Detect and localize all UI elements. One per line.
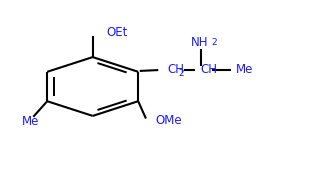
Text: CH: CH	[167, 63, 184, 76]
Text: 2: 2	[211, 38, 217, 47]
Text: Me: Me	[22, 115, 39, 128]
Text: 2: 2	[178, 69, 184, 78]
Text: CH: CH	[201, 63, 218, 76]
Text: NH: NH	[191, 36, 209, 49]
Text: OMe: OMe	[155, 114, 182, 127]
Text: Me: Me	[235, 63, 253, 76]
Text: OEt: OEt	[107, 25, 128, 39]
